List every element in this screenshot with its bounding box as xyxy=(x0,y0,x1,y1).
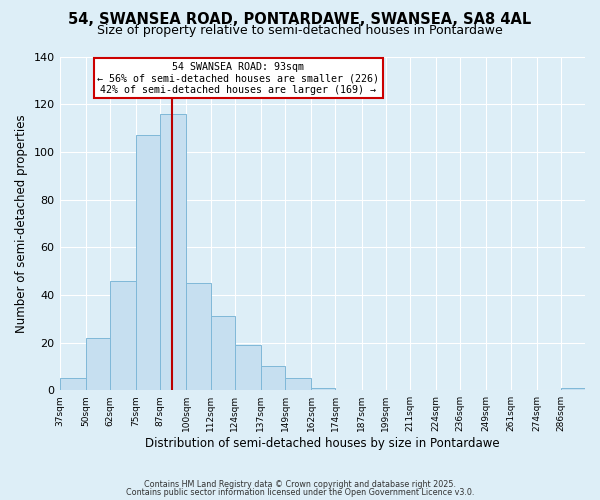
Bar xyxy=(235,345,261,390)
Text: Size of property relative to semi-detached houses in Pontardawe: Size of property relative to semi-detach… xyxy=(97,24,503,37)
Bar xyxy=(110,280,136,390)
Bar xyxy=(86,338,110,390)
Text: 54, SWANSEA ROAD, PONTARDAWE, SWANSEA, SA8 4AL: 54, SWANSEA ROAD, PONTARDAWE, SWANSEA, S… xyxy=(68,12,532,28)
Bar xyxy=(311,388,335,390)
Text: Contains public sector information licensed under the Open Government Licence v3: Contains public sector information licen… xyxy=(126,488,474,497)
Bar xyxy=(160,114,187,390)
Text: 54 SWANSEA ROAD: 93sqm
← 56% of semi-detached houses are smaller (226)
42% of se: 54 SWANSEA ROAD: 93sqm ← 56% of semi-det… xyxy=(97,62,379,94)
Bar xyxy=(136,135,160,390)
Bar xyxy=(187,283,211,390)
Bar xyxy=(59,378,86,390)
Y-axis label: Number of semi-detached properties: Number of semi-detached properties xyxy=(15,114,28,332)
Bar xyxy=(261,366,285,390)
X-axis label: Distribution of semi-detached houses by size in Pontardawe: Distribution of semi-detached houses by … xyxy=(145,437,500,450)
Bar xyxy=(285,378,311,390)
Bar xyxy=(561,388,585,390)
Bar xyxy=(211,316,235,390)
Text: Contains HM Land Registry data © Crown copyright and database right 2025.: Contains HM Land Registry data © Crown c… xyxy=(144,480,456,489)
